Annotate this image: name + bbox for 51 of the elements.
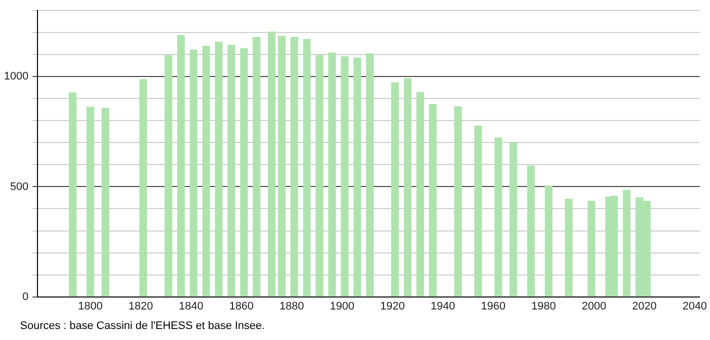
x-tick-label: 1960 (481, 300, 506, 312)
bar (474, 126, 482, 297)
bar (177, 34, 185, 297)
bar (340, 56, 349, 297)
x-tick-label: 1880 (280, 300, 304, 312)
bar (228, 44, 236, 297)
x-tick-label: 1920 (380, 300, 405, 312)
bar (316, 55, 324, 297)
x-tick-label: 1840 (178, 300, 204, 312)
bar (102, 108, 110, 297)
bar (564, 198, 573, 297)
bar (290, 36, 298, 297)
bar (366, 53, 374, 297)
bar (353, 58, 362, 297)
x-tick-label: 2000 (582, 300, 606, 312)
x-tick-label: 2040 (682, 300, 707, 312)
bar (214, 42, 223, 297)
bar (416, 92, 424, 297)
bar (303, 38, 311, 297)
x-tick-label: 1980 (531, 300, 556, 312)
bar (428, 104, 437, 297)
bar (86, 106, 94, 297)
bar (68, 92, 77, 297)
bar (544, 186, 552, 297)
bar (190, 50, 198, 297)
bar (527, 165, 535, 297)
bar (494, 138, 502, 297)
bar (240, 48, 248, 297)
bar (622, 190, 631, 297)
bar (202, 46, 210, 297)
bar (588, 200, 596, 297)
bar (454, 106, 462, 297)
x-tick-label: 1820 (128, 300, 153, 312)
bar (139, 79, 148, 297)
bar (404, 78, 412, 297)
x-tick-label: 1860 (229, 300, 254, 312)
x-tick-label: 1800 (78, 300, 103, 312)
bar (252, 36, 260, 297)
bar (268, 32, 276, 297)
bar (328, 52, 336, 297)
bar (510, 142, 518, 297)
x-tick-label: 2020 (632, 300, 657, 312)
x-tick-label: 1900 (330, 300, 354, 312)
y-tick-label: 0 (22, 290, 28, 303)
x-tick-label: 1940 (430, 300, 456, 312)
bar (391, 82, 399, 297)
source-note: Sources : base Cassini de l'EHESS et base Insee. (20, 320, 265, 332)
y-tick-label: 500 (10, 180, 28, 193)
bar (164, 55, 172, 297)
bar (278, 36, 286, 297)
y-tick-label: 1000 (4, 70, 28, 83)
